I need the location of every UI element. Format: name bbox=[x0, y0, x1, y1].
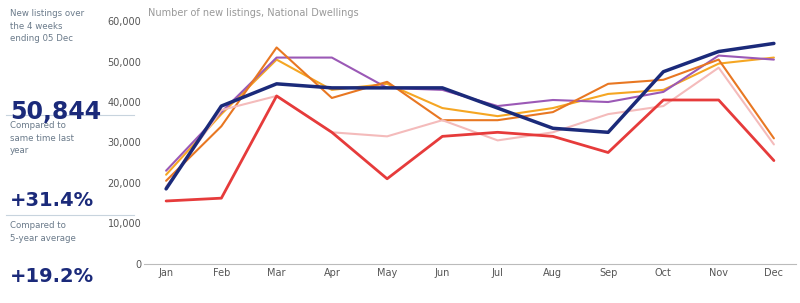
Text: New listings over
the 4 weeks
ending 05 Dec: New listings over the 4 weeks ending 05 … bbox=[10, 9, 84, 43]
Text: Number of new listings, National Dwellings: Number of new listings, National Dwellin… bbox=[148, 8, 358, 18]
Text: +19.2%: +19.2% bbox=[10, 267, 94, 286]
Text: 50,844: 50,844 bbox=[10, 100, 101, 124]
Text: +31.4%: +31.4% bbox=[10, 191, 94, 210]
Text: Compared to
same time last
year: Compared to same time last year bbox=[10, 121, 74, 155]
Text: Compared to
5-year average: Compared to 5-year average bbox=[10, 221, 76, 243]
